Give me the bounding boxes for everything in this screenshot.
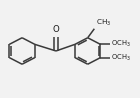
- Text: O: O: [53, 25, 59, 34]
- Text: OCH$_3$: OCH$_3$: [111, 39, 131, 49]
- Text: OCH$_3$: OCH$_3$: [111, 53, 131, 63]
- Text: CH$_3$: CH$_3$: [95, 17, 111, 28]
